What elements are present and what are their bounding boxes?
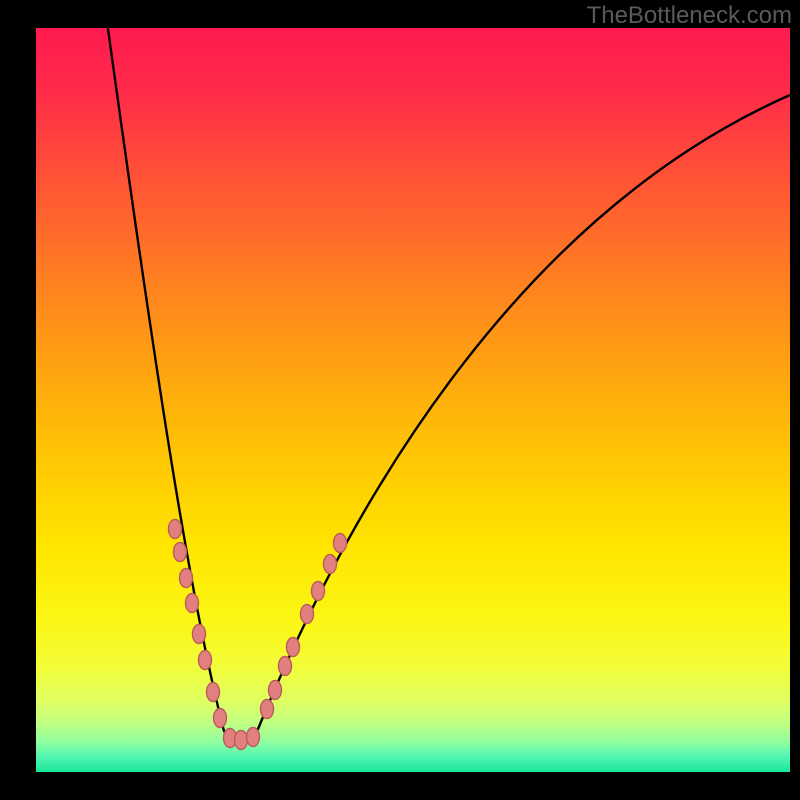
curve-marker — [269, 681, 282, 700]
curve-marker — [186, 594, 199, 613]
curve-marker — [279, 657, 292, 676]
curve-marker — [261, 700, 274, 719]
curve-marker — [180, 569, 193, 588]
curve-marker — [312, 582, 325, 601]
chart-svg — [0, 0, 800, 800]
curve-marker — [287, 638, 300, 657]
marker-group — [169, 520, 347, 750]
bottleneck-curve — [104, 0, 790, 740]
curve-marker — [235, 731, 248, 750]
curve-marker — [247, 728, 260, 747]
chart-frame: TheBottleneck.com — [0, 0, 800, 800]
curve-marker — [301, 605, 314, 624]
curve-marker — [214, 709, 227, 728]
curve-marker — [334, 534, 347, 553]
curve-marker — [324, 555, 337, 574]
watermark-text: TheBottleneck.com — [587, 2, 792, 30]
curve-marker — [199, 651, 212, 670]
curve-marker — [169, 520, 182, 539]
curve-marker — [174, 543, 187, 562]
curve-marker — [193, 625, 206, 644]
curve-marker — [207, 683, 220, 702]
